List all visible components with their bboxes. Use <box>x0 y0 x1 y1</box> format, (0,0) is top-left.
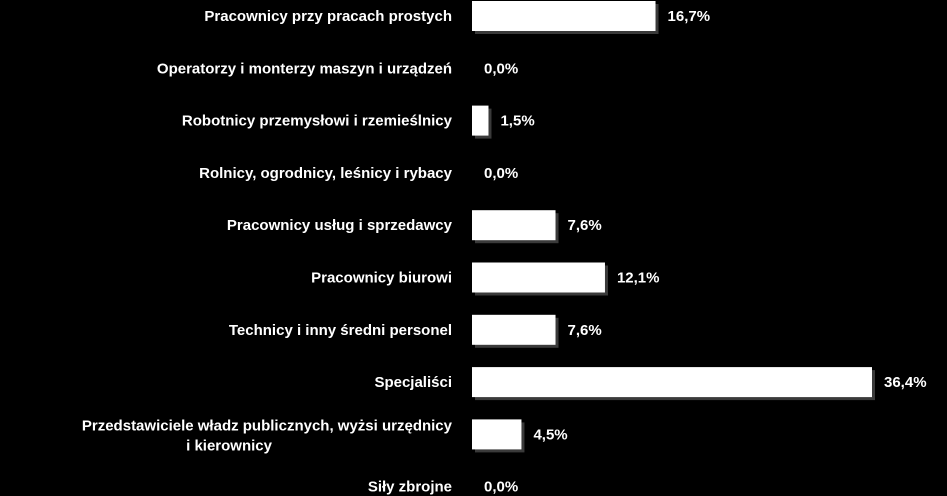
category-label: Pracownicy usług i sprzedawcy <box>227 217 453 234</box>
bar <box>472 262 605 293</box>
value-label: 16,7% <box>668 8 711 25</box>
bars <box>472 1 872 450</box>
category-label: Rolnicy, ogrodnicy, leśnicy i rybacy <box>199 165 453 182</box>
bar <box>472 105 489 136</box>
value-label: 0,0% <box>484 479 518 496</box>
bar <box>472 210 556 241</box>
category-labels: Pracownicy przy pracach prostych Operator… <box>82 8 453 496</box>
category-label: Robotnicy przemysłowi i rzemieślnicy <box>182 113 453 130</box>
category-label: Siły zbrojne <box>368 479 452 496</box>
value-label: 7,6% <box>568 322 602 339</box>
bar <box>472 1 656 31</box>
value-labels: 16,7% 0,0% 1,5% 0,0% 7,6% 12,1% 7,6% 36,4% 4,5% 0… <box>484 8 927 496</box>
value-label: 0,0% <box>484 165 518 182</box>
category-label: Specjaliści <box>374 374 452 391</box>
category-label: Przedstawiciele władz publicznych, wyżsi… <box>82 417 453 454</box>
bar <box>472 314 556 345</box>
bar <box>472 419 522 450</box>
category-label: Technicy i inny średni personel <box>229 322 452 339</box>
category-label: Pracownicy przy pracach prostych <box>204 8 452 25</box>
value-label: 12,1% <box>617 270 660 287</box>
value-label: 36,4% <box>884 374 927 391</box>
value-label: 0,0% <box>484 60 518 77</box>
value-label: 7,6% <box>568 217 602 234</box>
category-label: Pracownicy biurowi <box>311 270 452 287</box>
value-label: 1,5% <box>500 113 534 130</box>
category-label: Operatorzy i monterzy maszyn i urządzeń <box>157 60 452 77</box>
value-label: 4,5% <box>533 426 567 443</box>
bar <box>472 367 872 398</box>
